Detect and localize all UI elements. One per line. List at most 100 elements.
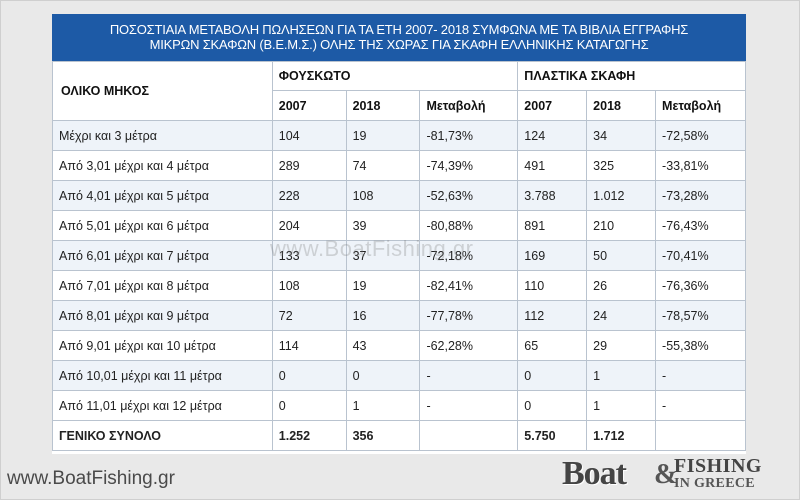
value-cell: 24 [586, 300, 657, 331]
length-range-cell: Από 3,01 μέχρι και 4 μέτρα [52, 150, 273, 181]
value-cell: 325 [586, 150, 657, 181]
table-row: Από 11,01 μέχρι και 12 μέτρα 0 1-0 1- [52, 390, 746, 421]
value-cell: 228 [271, 180, 347, 211]
value-cell: -70,41% [655, 240, 746, 271]
length-range-cell: Από 9,01 μέχρι και 10 μέτρα [52, 330, 273, 361]
value-cell: -52,63% [419, 180, 519, 211]
value-cell: 108 [271, 270, 347, 301]
sub-header: 2018 [345, 90, 421, 121]
logo-boat-text: Boat [562, 455, 627, 492]
value-cell: 112 [517, 300, 588, 331]
table-row: Από 9,01 μέχρι και 10 μέτρα 114 43 -62,28% 6… [52, 330, 746, 361]
length-header: ΟΛΙΚΟ ΜΗΚΟΣ [52, 61, 273, 121]
value-cell: - [419, 390, 519, 421]
table-row: Από 8,01 μέχρι και 9 μέτρα 72 16 -77,78% 112… [52, 300, 746, 331]
length-range-cell: Από 8,01 μέχρι και 9 μέτρα [52, 300, 273, 331]
value-cell: 0 [517, 390, 588, 421]
value-cell: 34 [586, 120, 657, 151]
value-cell: 169 [517, 240, 588, 271]
title-line-2: ΜΙΚΡΩΝ ΣΚΑΦΩΝ (Β.Ε.Μ.Σ.) ΟΛΗΣ ΤΗΣ ΧΩΡΑΣ … [149, 37, 649, 52]
value-cell: 0 [271, 360, 347, 391]
total-row: ΓΕΝΙΚΟ ΣΥΝΟΛΟ 1.252 356 5.750 1.712 [52, 420, 746, 451]
boatfishing-logo: Boat & FISHING IN GREECE [562, 455, 794, 495]
table-row: Από 10,01 μέχρι και 11 μέτρα 0 0-0 1- [52, 360, 746, 391]
plastic-group-header: ΠΛΑΣΤΙΚΑ ΣΚΑΦΗ [517, 61, 746, 91]
value-cell: 1 [586, 390, 657, 421]
value-cell: 1 [586, 360, 657, 391]
value-cell: 26 [586, 270, 657, 301]
value-cell: -73,28% [655, 180, 746, 211]
length-range-cell: Από 11,01 μέχρι και 12 μέτρα [52, 390, 273, 421]
value-cell: 0 [345, 360, 421, 391]
total-value-cell [655, 420, 746, 451]
sub-header: 2007 [271, 90, 347, 121]
value-cell: 65 [517, 330, 588, 361]
title-line-1: ΠΟΣΟΣΤΙΑΙΑ ΜΕΤΑΒΟΛΗ ΠΩΛΗΣΕΩΝ ΓΙΑ ΤΑ ΕΤΗ … [109, 22, 689, 37]
length-range-cell: Από 7,01 μέχρι και 8 μέτρα [52, 270, 273, 301]
value-cell: 50 [586, 240, 657, 271]
sub-header: 2018 [586, 90, 657, 121]
value-cell: 1.012 [586, 180, 657, 211]
table-title: ΠΟΣΟΣΤΙΑΙΑ ΜΕΤΑΒΟΛΗ ΠΩΛΗΣΕΩΝ ΓΙΑ ΤΑ ΕΤΗ … [52, 14, 746, 61]
total-value-cell: 1.712 [586, 420, 657, 451]
value-cell: 72 [271, 300, 347, 331]
sales-table: ΟΛΙΚΟ ΜΗΚΟΣ ΦΟΥΣΚΩΤΟ ΠΛΑΣΤΙΚΑ ΣΚΑΦΗ 2007… [52, 61, 746, 451]
logo-ampersand: & [654, 459, 678, 490]
value-cell: 204 [271, 210, 347, 241]
value-cell: -81,73% [419, 120, 519, 151]
length-range-cell: Από 5,01 μέχρι και 6 μέτρα [52, 210, 273, 241]
value-cell: - [655, 390, 746, 421]
value-cell: -72,58% [655, 120, 746, 151]
inflatable-group-header: ΦΟΥΣΚΩΤΟ [271, 61, 519, 91]
value-cell: 104 [271, 120, 347, 151]
sub-header-row: 2007 2018 Μεταβολή 2007 2018 Μεταβολή [53, 90, 746, 121]
total-value-cell: 5.750 [517, 420, 588, 451]
value-cell: -74,39% [419, 150, 519, 181]
total-value-cell: 1.252 [271, 420, 347, 451]
value-cell: 210 [586, 210, 657, 241]
logo-ingreece-text: IN GREECE [674, 476, 755, 491]
value-cell: 133 [271, 240, 347, 271]
value-cell: -77,78% [419, 300, 519, 331]
value-cell: -62,28% [419, 330, 519, 361]
value-cell: - [655, 360, 746, 391]
logo-fishing-text: FISHING [674, 455, 762, 477]
value-cell: -80,88% [419, 210, 519, 241]
value-cell: 0 [517, 360, 588, 391]
value-cell: -76,43% [655, 210, 746, 241]
total-value-cell: 356 [345, 420, 421, 451]
value-cell: 19 [345, 120, 421, 151]
value-cell: -55,38% [655, 330, 746, 361]
value-cell: 108 [345, 180, 421, 211]
sub-header: Μεταβολή [419, 90, 519, 121]
value-cell: 39 [345, 210, 421, 241]
value-cell: 3.788 [517, 180, 588, 211]
value-cell: 0 [271, 390, 347, 421]
length-range-cell: Από 4,01 μέχρι και 5 μέτρα [52, 180, 273, 211]
table-row: Από 4,01 μέχρι και 5 μέτρα 228 108 -52,63% 3… [52, 180, 746, 211]
footer-site-url: www.BoatFishing.gr [7, 468, 175, 489]
length-range-cell: Από 10,01 μέχρι και 11 μέτρα [52, 360, 273, 391]
value-cell: -78,57% [655, 300, 746, 331]
value-cell: 19 [345, 270, 421, 301]
value-cell: 491 [517, 150, 588, 181]
value-cell: 110 [517, 270, 588, 301]
value-cell: 1 [345, 390, 421, 421]
value-cell: 124 [517, 120, 588, 151]
value-cell: 289 [271, 150, 347, 181]
value-cell: -72,18% [419, 240, 519, 271]
total-value-cell [419, 420, 519, 451]
table-row: Από 5,01 μέχρι και 6 μέτρα 204 39 -80,88% 89… [52, 210, 746, 241]
value-cell: 29 [586, 330, 657, 361]
value-cell: 37 [345, 240, 421, 271]
table-row: Μέχρι και 3 μέτρα 104 19 -81,73% 124 34 -72,58… [52, 120, 746, 151]
value-cell: 891 [517, 210, 588, 241]
value-cell: 16 [345, 300, 421, 331]
table-row: Από 3,01 μέχρι και 4 μέτρα 289 74 -74,39% 49… [52, 150, 746, 181]
value-cell: -33,81% [655, 150, 746, 181]
value-cell: 43 [345, 330, 421, 361]
value-cell: -76,36% [655, 270, 746, 301]
sub-header: 2007 [517, 90, 588, 121]
sub-header: Μεταβολή [655, 90, 746, 121]
table-row: Από 7,01 μέχρι και 8 μέτρα 108 19 -82,41% 11… [52, 270, 746, 301]
